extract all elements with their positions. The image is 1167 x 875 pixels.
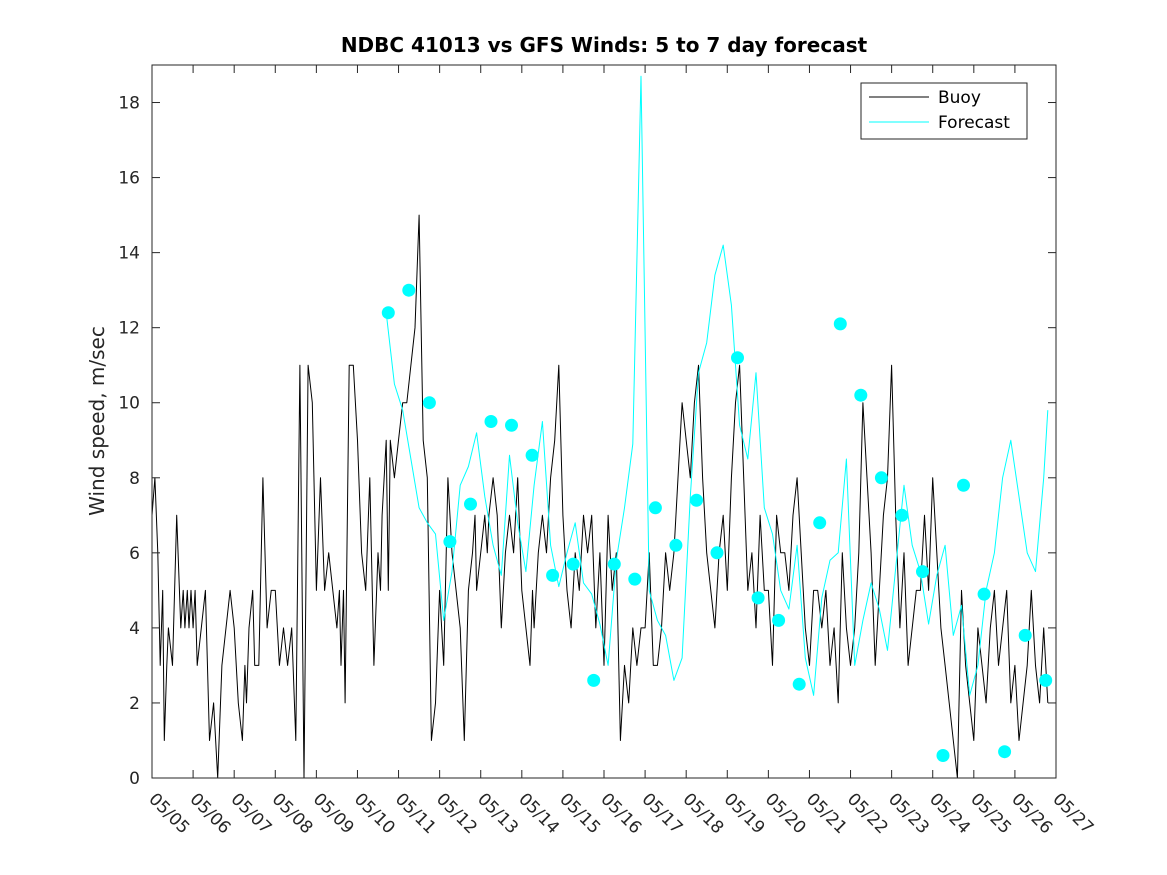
forecast-marker xyxy=(772,613,786,627)
y-tick-label: 0 xyxy=(129,769,140,789)
forecast-marker xyxy=(936,749,950,762)
forecast-marker xyxy=(1018,628,1032,642)
forecast-marker xyxy=(751,591,765,605)
y-tick-label: 10 xyxy=(118,394,140,414)
forecast-marker xyxy=(874,471,888,485)
legend-box xyxy=(860,82,1028,140)
chart-title: NDBC 41013 vs GFS Winds: 5 to 7 day fore… xyxy=(341,33,868,57)
y-tick-label: 8 xyxy=(129,469,140,489)
forecast-marker xyxy=(464,497,477,511)
forecast-marker xyxy=(916,565,929,579)
y-axis-label: Wind speed, m/sec xyxy=(85,326,109,516)
forecast-marker xyxy=(484,415,498,428)
forecast-marker xyxy=(710,546,724,560)
forecast-marker xyxy=(998,745,1012,759)
forecast-marker xyxy=(546,568,560,582)
forecast-marker xyxy=(833,317,847,331)
forecast-marker xyxy=(505,418,518,432)
forecast-marker xyxy=(957,478,970,492)
legend: Buoy Forecast xyxy=(860,82,1028,140)
forecast-marker xyxy=(813,516,827,530)
plot-area xyxy=(152,65,1056,778)
forecast-marker xyxy=(587,673,601,687)
y-tick-label: 16 xyxy=(118,169,140,189)
y-tick-label: 18 xyxy=(118,94,140,114)
forecast-marker xyxy=(443,535,457,549)
y-tick-label: 14 xyxy=(118,244,140,264)
forecast-marker xyxy=(566,557,580,571)
forecast-marker xyxy=(1039,673,1053,687)
forecast-marker xyxy=(381,306,395,320)
forecast-marker xyxy=(628,572,642,586)
forecast-marker xyxy=(669,538,683,552)
forecast-marker xyxy=(977,587,991,601)
forecast-marker xyxy=(525,448,539,462)
series-layer xyxy=(151,75,1053,779)
forecast-marker xyxy=(607,557,621,571)
legend-buoy-label: Buoy xyxy=(938,88,981,108)
forecast-marker xyxy=(402,283,416,297)
forecast-marker xyxy=(792,677,806,691)
series-line-buoy xyxy=(151,214,1049,779)
forecast-marker xyxy=(854,388,868,402)
y-tick-label: 4 xyxy=(129,619,140,639)
series-line-forecast xyxy=(385,75,1049,696)
forecast-marker xyxy=(690,493,703,507)
forecast-marker xyxy=(731,351,744,365)
forecast-marker xyxy=(895,508,909,522)
forecast-marker xyxy=(422,396,436,410)
y-tick-label: 6 xyxy=(129,544,140,564)
legend-forecast-label: Forecast xyxy=(938,113,1010,133)
y-tick-label: 12 xyxy=(118,319,140,339)
y-axis: 0 2 4 6 8 10 12 14 16 18 xyxy=(118,94,1056,789)
y-tick-label: 2 xyxy=(129,694,140,714)
forecast-marker xyxy=(648,501,662,515)
